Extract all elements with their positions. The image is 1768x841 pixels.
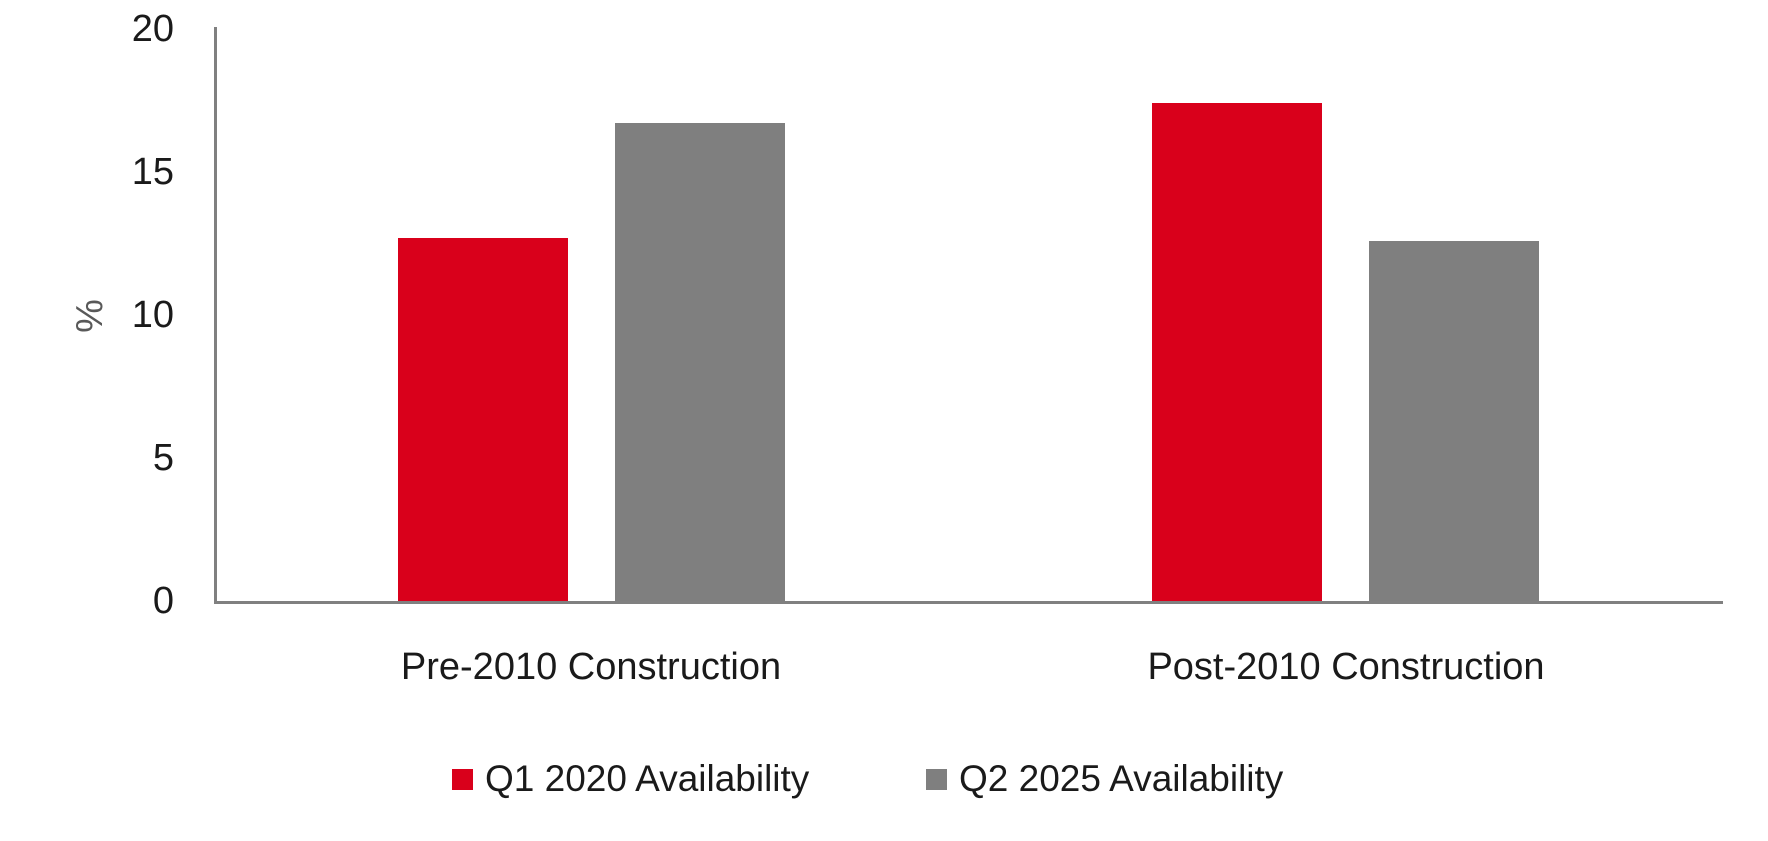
- y-tick-label-0: 0: [152, 580, 174, 622]
- legend-swatch-icon: [926, 768, 947, 790]
- y-tick-label-10: 10: [131, 294, 174, 336]
- x-axis-line: [214, 601, 1723, 604]
- legend-label: Q1 2020 Availability: [485, 758, 810, 799]
- bar-q2-2025-availability-post-2010-construction: [1369, 241, 1539, 601]
- legend-item-q1-2020-availability: Q1 2020 Availability: [452, 757, 809, 801]
- x-category-label-pre-2010-construction: Pre-2010 Construction: [400, 646, 782, 688]
- y-tick-label-20: 20: [131, 8, 174, 50]
- bar-q1-2020-availability-post-2010-construction: [1152, 103, 1322, 601]
- bar-q1-2020-availability-pre-2010-construction: [398, 238, 568, 601]
- y-tick-label-15: 15: [131, 151, 174, 193]
- y-tick-label-5: 5: [152, 437, 174, 479]
- legend-item-q2-2025-availability: Q2 2025 Availability: [926, 757, 1283, 801]
- y-axis-line: [214, 27, 217, 604]
- legend-swatch-icon: [452, 768, 473, 790]
- bar-q2-2025-availability-pre-2010-construction: [615, 123, 785, 601]
- legend-label: Q2 2025 Availability: [959, 758, 1284, 799]
- x-category-label-post-2010-construction: Post-2010 Construction: [1147, 646, 1545, 688]
